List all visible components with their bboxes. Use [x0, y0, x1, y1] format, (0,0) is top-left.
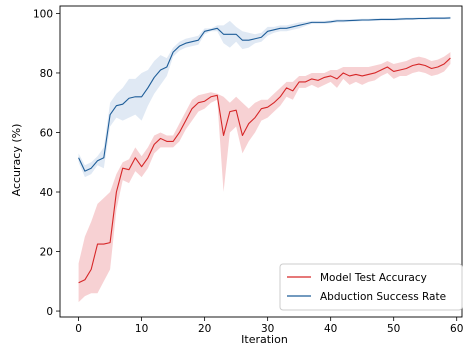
- y-tick-label-60: 60: [40, 127, 53, 139]
- y-tick-label-20: 20: [40, 247, 53, 259]
- y-axis-ticks: 0 20 40 60 80 100: [33, 8, 60, 318]
- line-model-test-accuracy: [78, 57, 451, 284]
- x-tick-label-60: 60: [450, 323, 463, 335]
- x-tick-label-20: 20: [198, 323, 211, 335]
- x-tick-label-50: 50: [387, 323, 400, 335]
- legend-box: [279, 263, 463, 311]
- axes: [59, 5, 463, 318]
- legend: Model Test Accuracy Abduction Success Ra…: [279, 263, 463, 311]
- x-tick-label-30: 30: [261, 323, 274, 335]
- y-tick-label-100: 100: [33, 8, 53, 20]
- y-tick-label-80: 80: [40, 68, 53, 80]
- y-tick-label-0: 0: [46, 306, 53, 318]
- y-axis-label: Accuracy (%): [10, 124, 23, 197]
- x-axis-ticks: 0 10 20 30 40 50 60: [75, 317, 463, 335]
- x-axis-label: Iteration: [241, 333, 288, 346]
- x-tick-label-10: 10: [135, 323, 148, 335]
- x-tick-label-0: 0: [75, 323, 82, 335]
- band-model-test-accuracy: [78, 52, 451, 303]
- y-tick-label-40: 40: [40, 187, 53, 199]
- plot-frame: [59, 5, 463, 318]
- line-abduction-success-rate: [78, 17, 451, 172]
- legend-label-abduction-success-rate: Abduction Success Rate: [320, 291, 446, 303]
- x-tick-label-40: 40: [324, 323, 337, 335]
- series-lines: [78, 17, 451, 284]
- legend-label-model-test-accuracy: Model Test Accuracy: [320, 272, 427, 284]
